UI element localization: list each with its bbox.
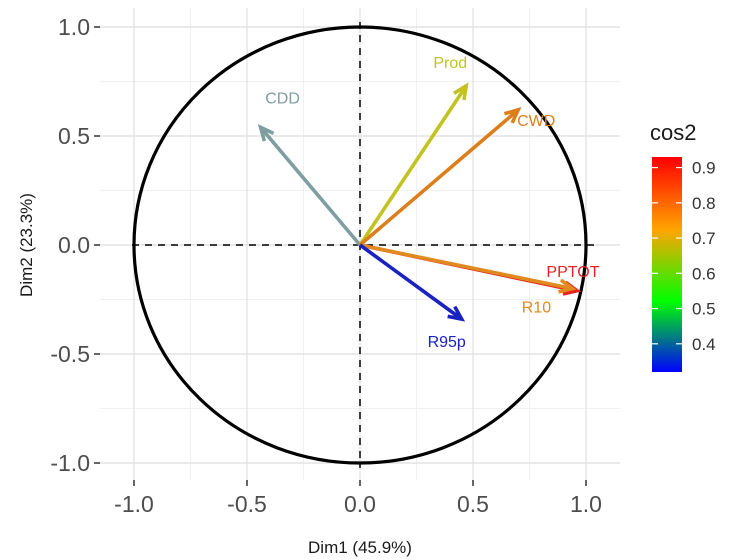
arrowhead-cdd	[257, 123, 275, 142]
arrowhead-r95p	[447, 305, 466, 322]
y-tick-label: 1.0	[58, 14, 90, 40]
x-tick-label: 0.5	[457, 491, 489, 517]
legend-title: cos2	[650, 120, 696, 145]
arrowhead-cwd	[503, 107, 522, 124]
arrow-cwd	[358, 108, 520, 247]
y-tick-label: 0.5	[58, 123, 90, 149]
label-r95p: R95p	[428, 334, 466, 351]
label-prod: Prod	[433, 55, 467, 72]
y-tick-label: -1.0	[50, 450, 90, 476]
variable-labels: CDD Prod CWD PPTOT R10 R95p	[265, 55, 599, 351]
x-tick-label: -1.0	[114, 491, 154, 517]
arrow-prod	[358, 84, 468, 246]
legend-tick-label: 0.5	[692, 300, 716, 319]
x-tick-label: 1.0	[570, 491, 602, 517]
y-tick-label: -0.5	[50, 341, 90, 367]
legend: cos2 0.4 0.5 0.6 0.7 0.8 0.9	[650, 120, 716, 372]
axes: -1.0 -1.0 -0.5 -0.5 0.0 0.0 0.5 0.5 1.0 1.0	[50, 14, 602, 517]
arrow-cdd	[259, 126, 362, 247]
y-axis-title: Dim2 (23.3%)	[17, 193, 36, 297]
label-r10: R10	[522, 300, 551, 317]
x-tick-label: 0.0	[344, 491, 376, 517]
label-pptot: PPTOT	[546, 264, 599, 281]
legend-colorbar	[652, 157, 682, 372]
arrowhead-r10	[558, 278, 577, 294]
x-tick-label: -0.5	[227, 491, 267, 517]
legend-tick-label: 0.8	[692, 194, 716, 213]
y-tick-label: 0.0	[58, 232, 90, 258]
variable-arrows	[257, 82, 582, 322]
legend-tick-label: 0.4	[692, 335, 716, 354]
legend-tick-label: 0.7	[692, 229, 716, 248]
arrow-r10	[359, 243, 573, 291]
legend-tick-label: 0.6	[692, 264, 716, 283]
legend-tick-label: 0.9	[692, 159, 716, 178]
arrow-r95p	[358, 243, 463, 321]
label-cwd: CWD	[517, 113, 555, 130]
arrowhead-prod	[453, 82, 469, 101]
x-axis-title: Dim1 (45.9%)	[308, 538, 412, 557]
label-cdd: CDD	[265, 90, 300, 107]
